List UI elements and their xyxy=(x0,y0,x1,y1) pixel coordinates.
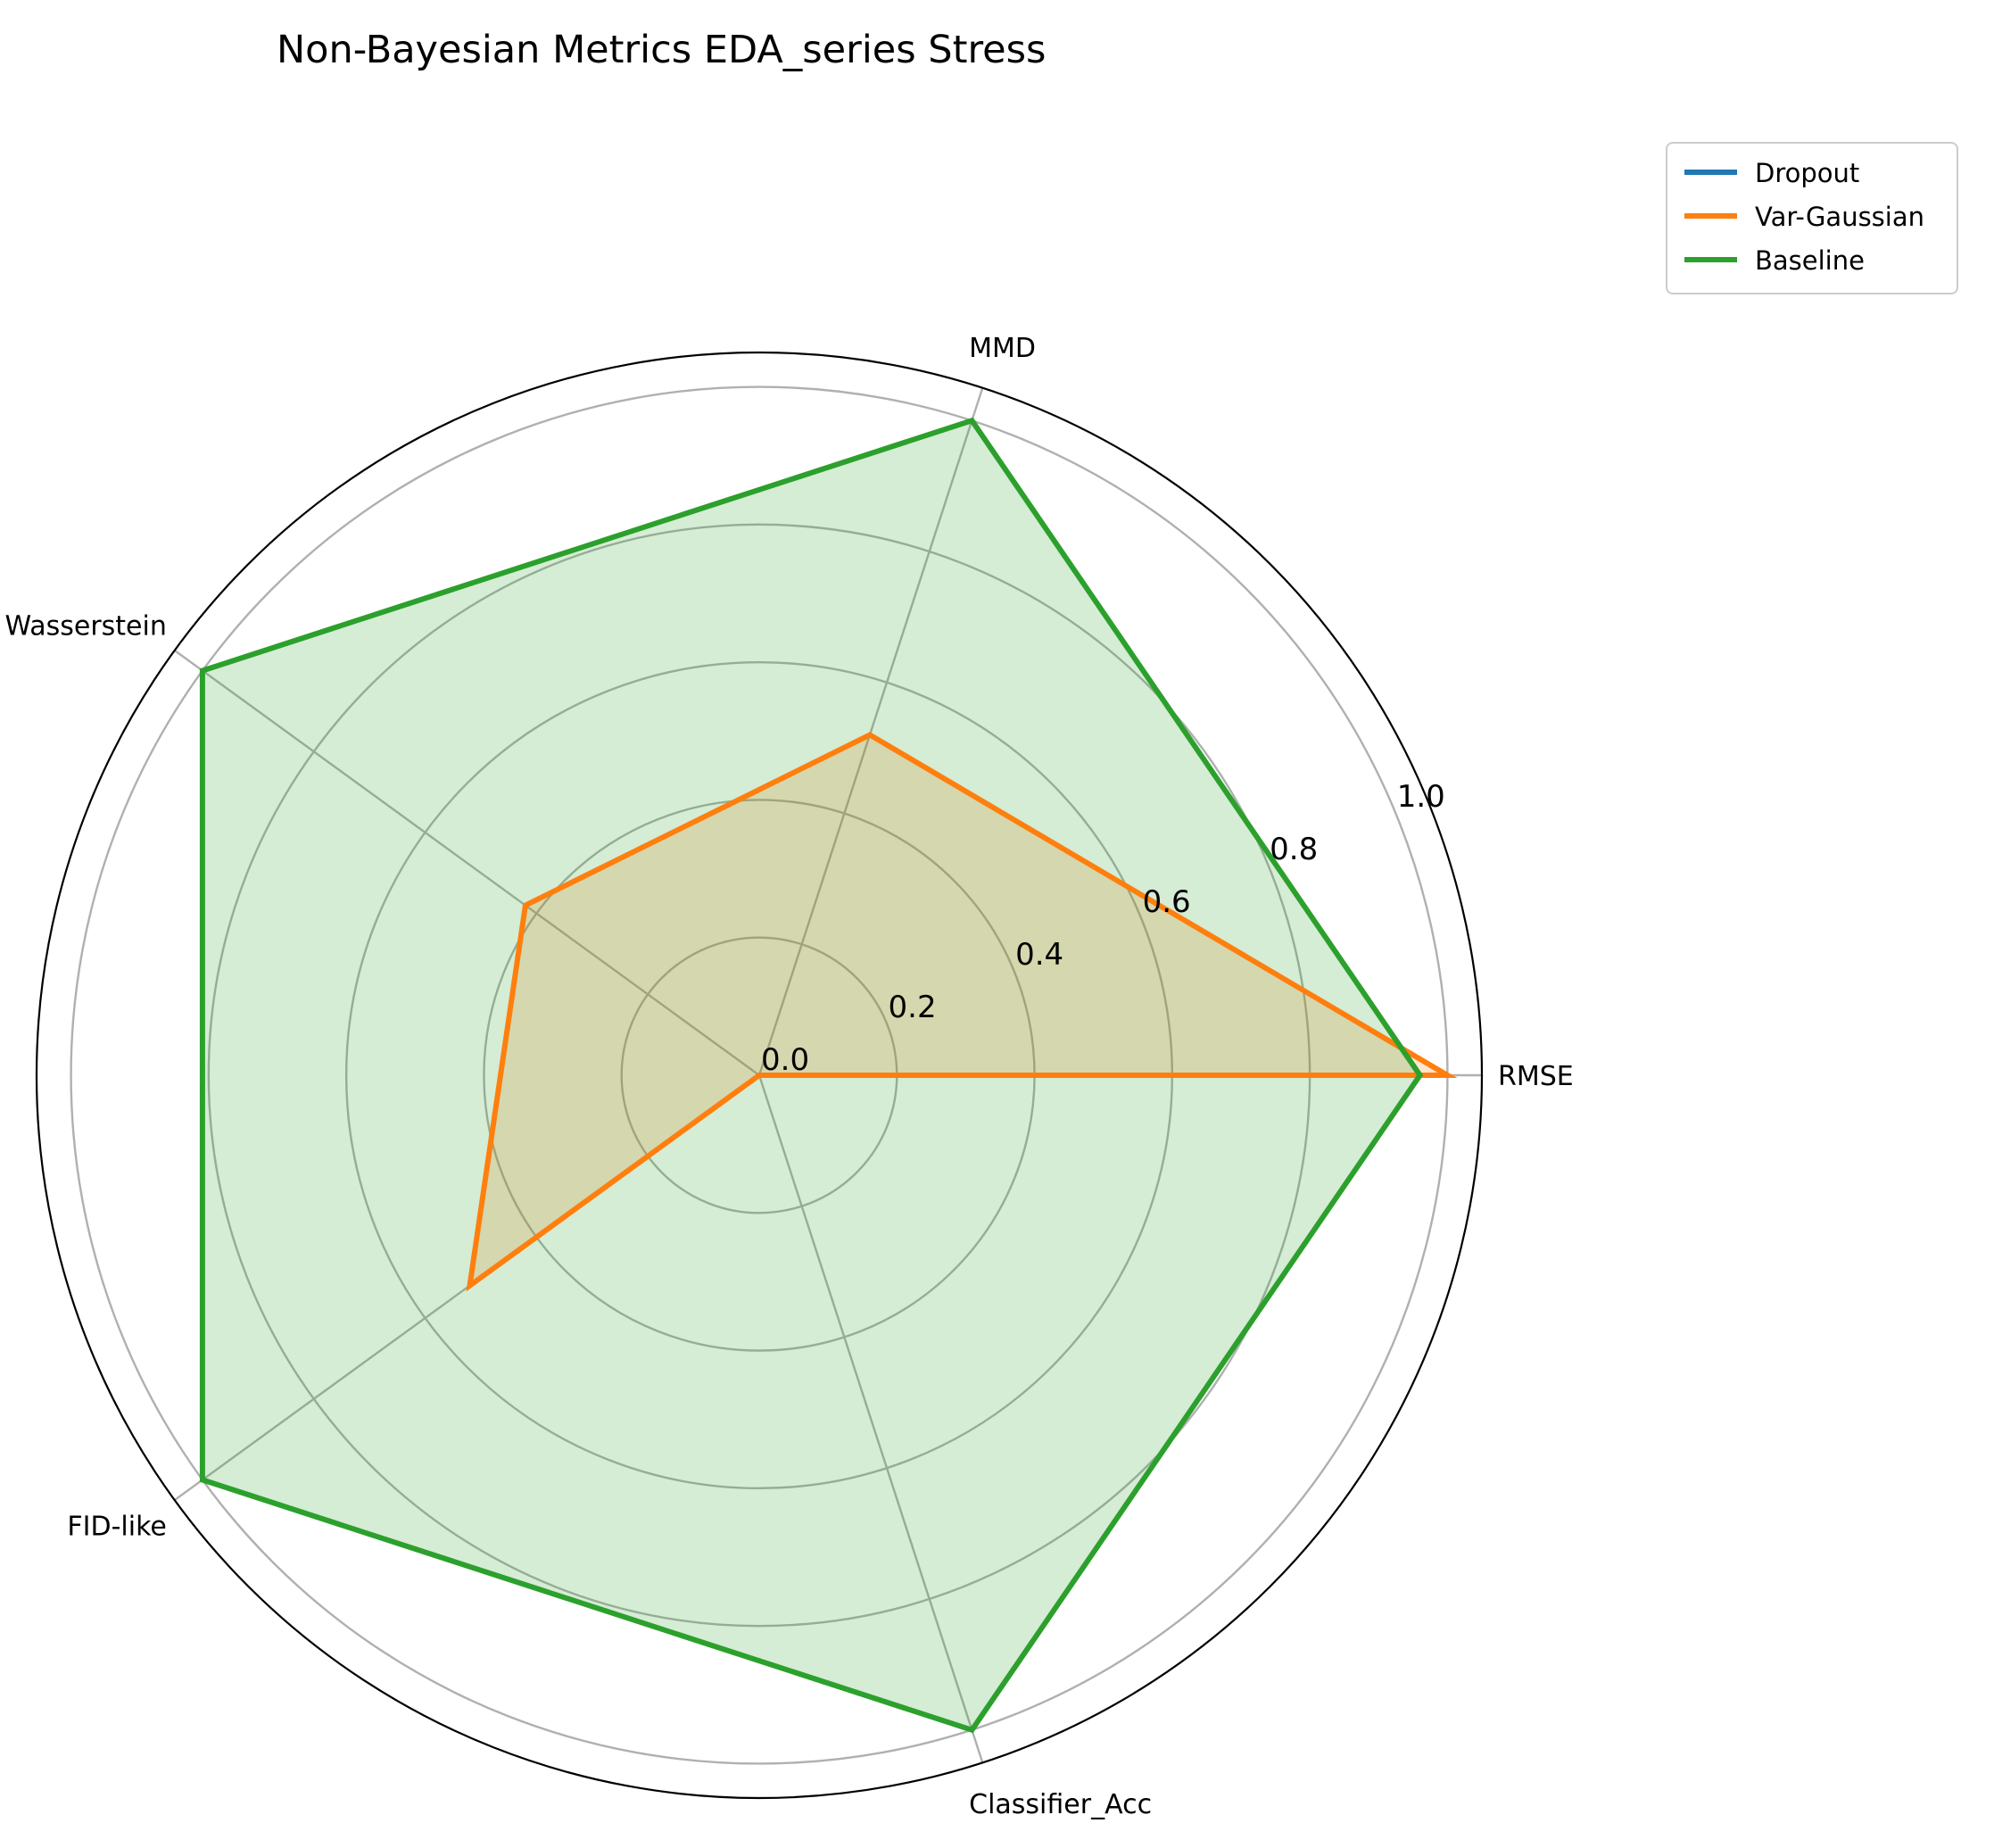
axis-labels: RMSE MMD Wasserstein FID-like Classifier_Acc xyxy=(4,333,1573,1820)
spoke-classifier-acc xyxy=(757,1074,984,1763)
r-tick-3: 0.6 xyxy=(1143,884,1191,920)
radial-tick-labels: 0.0 0.2 0.4 0.6 0.8 1.0 xyxy=(761,779,1445,1078)
legend-label-var-gaussian: Var-Gaussian xyxy=(1755,202,1924,232)
axis-label-mmd: MMD xyxy=(969,333,1036,364)
legend-label-dropout: Dropout xyxy=(1755,158,1859,188)
chart-title: Non-Bayesian Metrics EDA_series Stress xyxy=(277,28,1046,72)
legend-label-baseline: Baseline xyxy=(1755,245,1865,276)
r-tick-0: 0.0 xyxy=(761,1042,809,1078)
legend: Dropout Var-Gaussian Baseline xyxy=(1666,142,1958,294)
r-tick-4: 0.8 xyxy=(1270,832,1318,867)
axis-label-wasserstein: Wasserstein xyxy=(4,611,166,642)
series-lines xyxy=(199,417,1458,1734)
r-tick-1: 0.2 xyxy=(889,990,937,1025)
outer-frame xyxy=(35,351,1484,1800)
series-line-baseline xyxy=(199,417,1424,1734)
series-line-var-gaussian xyxy=(466,732,1458,1292)
legend-box xyxy=(1666,142,1958,294)
axis-label-rmse: RMSE xyxy=(1498,1061,1574,1092)
axis-label-fid-like: FID-like xyxy=(67,1511,166,1542)
series-fill-var-gaussian xyxy=(469,734,1448,1286)
axis-label-classifier-acc: Classifier_Acc xyxy=(969,1789,1152,1820)
spoke-wasserstein xyxy=(173,649,760,1076)
r-tick-2: 0.4 xyxy=(1015,937,1063,973)
r-tick-5: 1.0 xyxy=(1397,779,1445,815)
spoke-mmd xyxy=(757,387,984,1076)
